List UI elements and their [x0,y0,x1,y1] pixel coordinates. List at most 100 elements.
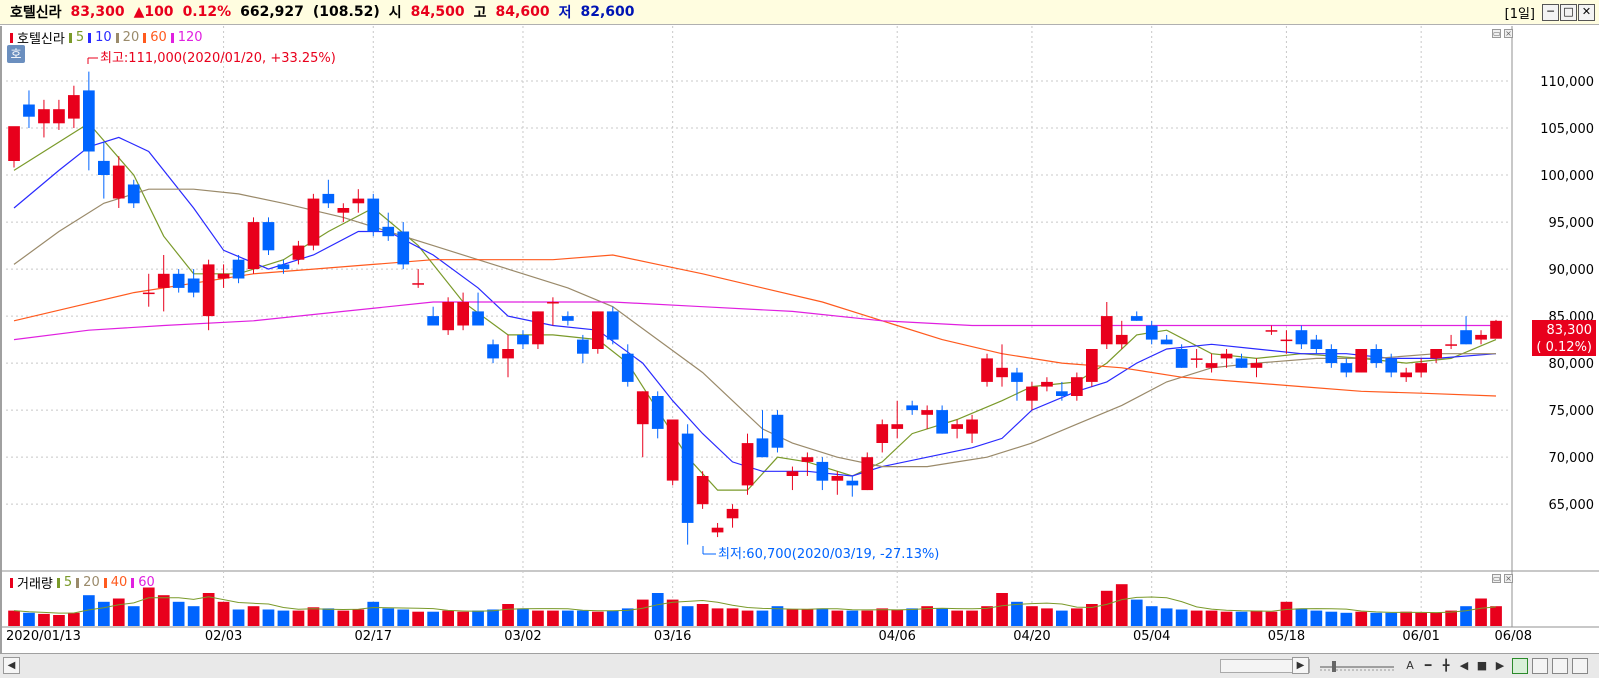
high-price: 84,600 [495,4,550,20]
volume-bar [8,610,20,626]
current-price-box-pct: ( 0.12%) [1536,340,1592,355]
low-label: 저 [558,5,572,21]
volume-bar [1490,606,1502,626]
excel-icon[interactable] [1512,658,1528,674]
volume-bar [1086,604,1098,626]
save-icon[interactable] [1552,658,1568,674]
volume-bar [382,608,395,626]
ho-badge[interactable]: 호 [7,45,25,63]
volume-bar [966,610,978,626]
close-icon[interactable]: ✕ [1578,4,1595,21]
volume-bar [1041,608,1053,626]
stop-icon[interactable]: ■ [1476,659,1488,672]
maximize-icon[interactable]: □ [1560,4,1577,21]
chart-svg[interactable]: 65,00070,00075,00080,00085,00090,00095,0… [2,26,1599,653]
volume-bar [741,610,754,626]
volume-bar [621,608,634,626]
volume-bar [397,609,410,626]
candle [966,419,978,434]
scroll-right-button[interactable]: ▶ [1292,657,1309,674]
open-price: 84,500 [410,4,465,20]
volume-bar [217,601,230,626]
zoom-slider[interactable] [1318,658,1398,674]
volume-bar [23,612,35,626]
candle [726,508,739,519]
candle [846,480,859,486]
settings-icon[interactable] [1532,658,1548,674]
next-icon[interactable]: ▶ [1495,659,1505,672]
candle [666,419,679,481]
volume-bar [1190,610,1203,626]
volume-bar [487,609,499,626]
candle [262,222,275,251]
scroll-left-button[interactable]: ◀ [3,657,20,674]
candle [741,443,754,486]
candle [816,461,829,481]
scroll-track[interactable] [1220,659,1310,673]
candle [1415,363,1427,373]
volume-bar [502,604,514,626]
candle [397,231,410,265]
volume-bar [1445,610,1457,626]
chart-frame[interactable]: 65,000 70,000 75,000 80,000 85,000 90,000 95,0… [0,26,1599,653]
volume-bar [517,608,529,626]
x-tick-label: 02/03 [205,629,242,644]
candle [112,165,125,199]
minimize-icon[interactable]: ─ [1542,4,1559,21]
y-tick-label: 105,000 [1540,122,1594,137]
candle [352,198,365,204]
volume-bar [696,604,709,626]
candle [1160,339,1173,345]
volume-bar [1295,608,1308,626]
volume-bar [577,610,589,626]
volume-bar [68,612,80,626]
vol-pane-minimize-icon[interactable]: ▭ [1492,574,1501,583]
candle [1370,349,1383,364]
prev-icon[interactable]: ◀ [1459,659,1469,672]
period-selector[interactable]: [1일] [1504,7,1535,22]
high-label: 고 [473,5,487,21]
volume-bar [247,606,260,626]
ma-line-60 [13,254,1497,397]
volume-bar [142,587,155,626]
volume-bar [277,610,290,626]
volume-bar [681,606,694,626]
pane-close-icon[interactable]: × [1504,29,1513,38]
volume-bar [38,613,50,626]
candle [1071,377,1083,396]
current-price-box [1532,320,1596,356]
pane-minimize-icon[interactable]: ▭ [1492,29,1501,38]
legend-ma5-mark [68,32,72,43]
candle [337,208,350,213]
candle [1235,358,1248,368]
candle [142,292,155,295]
x-tick-label: 06/08 [1495,629,1532,644]
crosshair-tool-icon[interactable]: ╋ [1442,659,1450,672]
volume-bar [1475,598,1487,626]
legend-vma20: 20 [83,575,100,590]
line-tool-icon[interactable]: ━ [1424,659,1432,672]
candle [217,273,230,279]
volume-bar [756,610,769,626]
candle [906,405,918,411]
volume-bar [726,608,739,626]
volume-bar [1235,611,1248,626]
candle [98,160,110,175]
legend-ma60: 60 [150,30,167,45]
vol-pane-close-icon[interactable]: × [1504,574,1513,583]
current-price-box-value: 83,300 [1547,323,1593,338]
volume-bar [861,610,874,626]
volume-bar [547,610,559,626]
chart-type-icon[interactable] [1572,658,1588,674]
volume-bar [951,610,963,626]
text-tool-icon[interactable]: A [1406,659,1414,672]
candle [202,264,215,317]
candle [876,424,889,443]
volume-bar [322,608,335,626]
candle [157,273,170,288]
volume-bar [636,599,649,626]
candle [502,349,514,359]
high-annotation: 최고:111,000(2020/01/20, +33.25%) [100,51,336,66]
candle [172,273,185,288]
candle [681,433,694,523]
